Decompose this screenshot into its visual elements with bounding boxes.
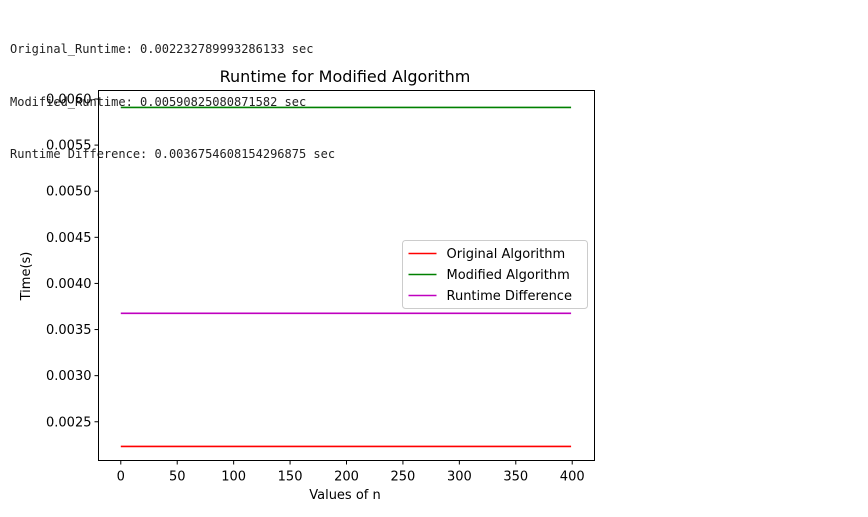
console-output: Original_Runtime: 0.002232789993286133 s… bbox=[10, 6, 335, 181]
console-line-original-runtime: Original_Runtime: 0.002232789993286133 s… bbox=[10, 42, 314, 56]
x-tick-label: 200 bbox=[334, 470, 359, 485]
y-tick-label: 0.0050 bbox=[46, 185, 92, 200]
y-tick-label: 0.0055 bbox=[46, 139, 92, 154]
console-line-modified-runtime: Modified_Runtime: 0.00590825080871582 se… bbox=[10, 94, 307, 109]
x-tick-label: 300 bbox=[447, 470, 472, 485]
legend-box bbox=[402, 240, 588, 309]
x-tick-label: 0 bbox=[117, 470, 125, 485]
axis-ticks: 0 50 100 150 200 250 300 350 400 0.0025 0.0030 0.00… bbox=[46, 92, 585, 484]
plot-frame bbox=[98, 90, 595, 461]
y-tick-label: 0.0025 bbox=[46, 415, 92, 430]
x-axis-label: Values of n bbox=[309, 488, 381, 503]
legend: Original Algorithm Modified Algorithm Runt… bbox=[402, 240, 588, 309]
console-line-runtime-difference: Runtime Difference: 0.003675460815429687… bbox=[10, 147, 336, 161]
y-tick-label: 0.0060 bbox=[46, 92, 92, 107]
x-tick-label: 100 bbox=[221, 470, 246, 485]
x-tick-label: 400 bbox=[560, 470, 585, 485]
y-axis-label: Time(s) bbox=[19, 252, 34, 302]
x-tick-label: 350 bbox=[503, 470, 528, 485]
y-tick-label: 0.0045 bbox=[46, 231, 92, 246]
legend-label-0: Original Algorithm bbox=[447, 247, 566, 262]
legend-label-2: Runtime Difference bbox=[447, 289, 572, 304]
x-tick-label: 50 bbox=[169, 470, 186, 485]
y-tick-label: 0.0040 bbox=[46, 277, 92, 292]
x-tick-label: 150 bbox=[278, 470, 303, 485]
chart-title: Runtime for Modified Algorithm bbox=[220, 67, 471, 86]
y-tick-label: 0.0035 bbox=[46, 323, 92, 338]
y-tick-label: 0.0030 bbox=[46, 369, 92, 384]
x-tick-label: 250 bbox=[391, 470, 416, 485]
legend-label-1: Modified Algorithm bbox=[447, 268, 570, 283]
series-lines bbox=[120, 106, 572, 448]
